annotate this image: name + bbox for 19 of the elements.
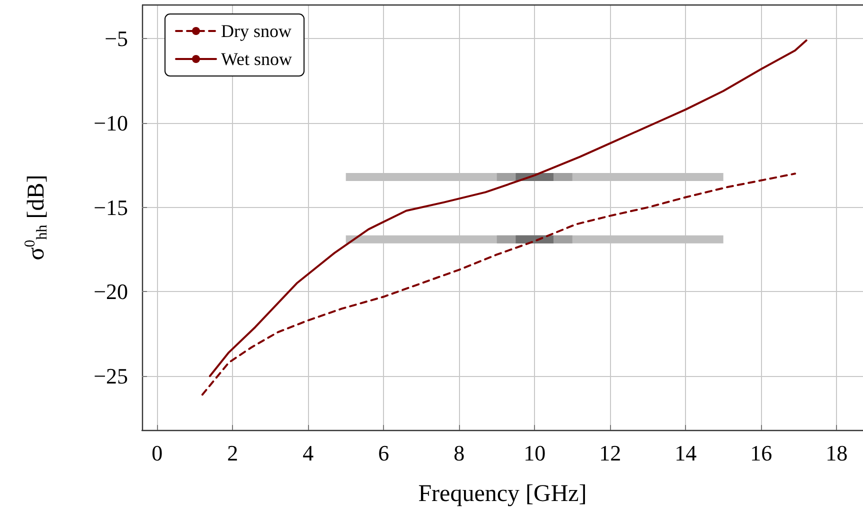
x-tick-label: 18	[826, 440, 848, 466]
x-tick-label: 8	[454, 440, 465, 466]
x-tick-label: 2	[227, 440, 238, 466]
x-tick-label: 0	[152, 440, 163, 466]
y-tick-label: −10	[94, 110, 128, 136]
y-tick-label: −20	[94, 279, 128, 304]
x-tick-label: 14	[674, 440, 697, 466]
x-tick-label: 4	[302, 440, 314, 466]
y-axis-title: σ0hh [dB]	[22, 174, 50, 260]
legend-label: Dry snow	[221, 21, 292, 41]
x-tick-label: 10	[524, 440, 546, 466]
y-tick-label: −5	[104, 26, 128, 52]
legend-label: Wet snow	[221, 49, 292, 69]
x-tick-label: 12	[599, 440, 622, 466]
x-axis-title: Frequency [GHz]	[418, 481, 587, 507]
y-tick-label: −25	[94, 364, 128, 389]
x-tick-label: 16	[750, 440, 772, 466]
y-tick-label: −15	[94, 194, 128, 220]
x-tick-label: 6	[378, 440, 390, 466]
